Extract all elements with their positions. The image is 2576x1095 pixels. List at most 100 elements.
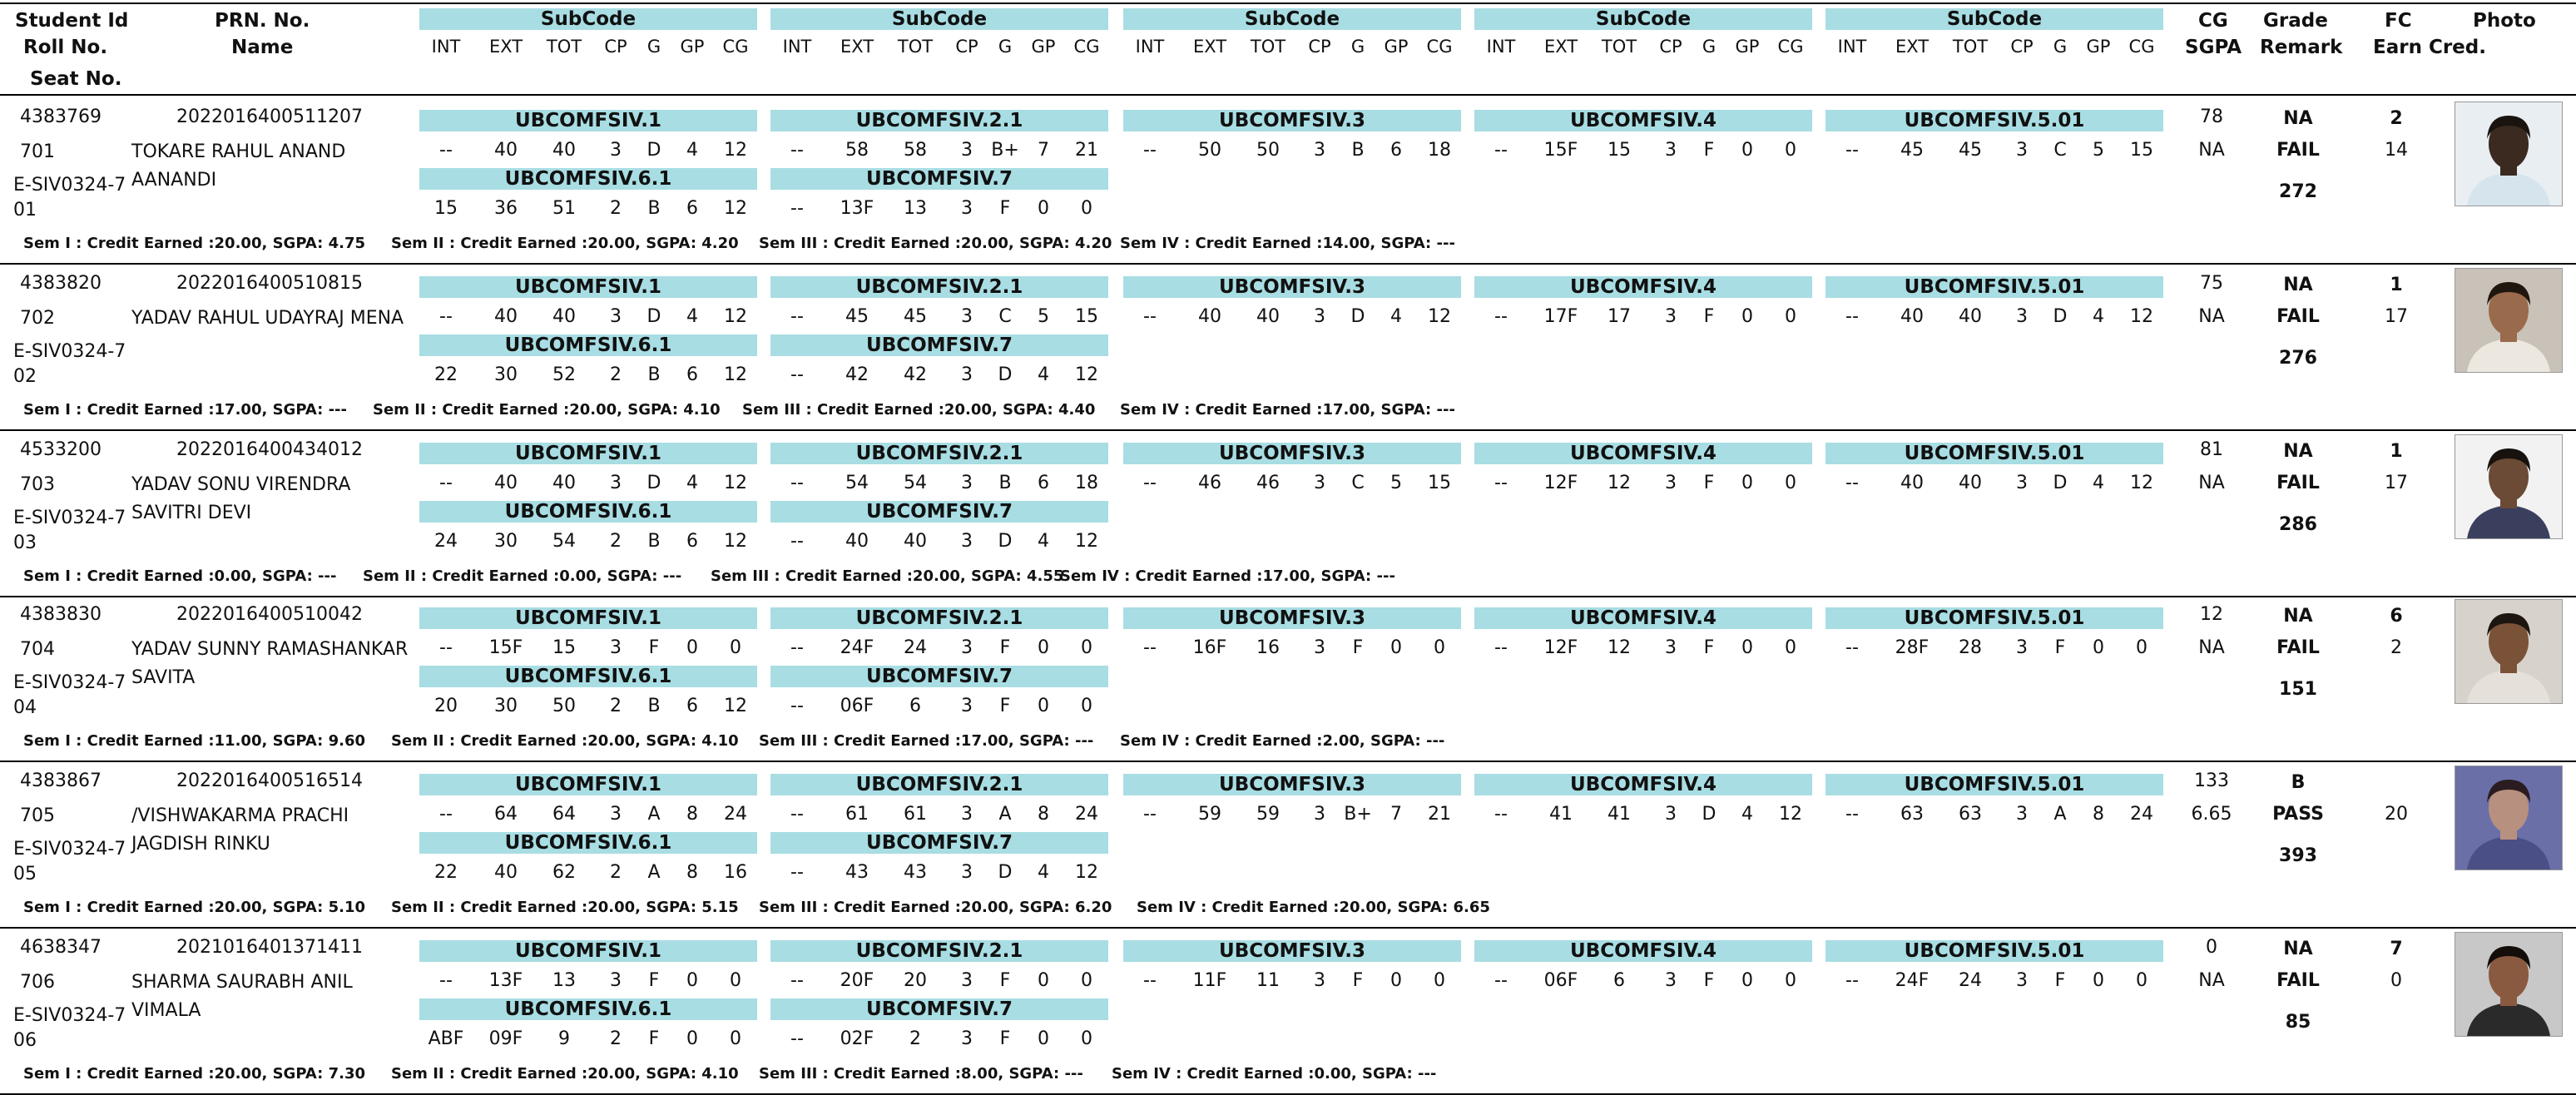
mark-cell: A: [647, 804, 661, 825]
mark-cell: 15: [1075, 306, 1098, 327]
mark-cell: 12F: [1543, 473, 1578, 493]
mark-cell: 4: [1038, 531, 1049, 552]
mark-cell: 0: [1434, 970, 1445, 991]
mark-cell: F: [1703, 140, 1715, 161]
mark-cell: 45: [1900, 140, 1924, 161]
mark-cell: 20: [434, 696, 458, 716]
hdr-col-gp: GP: [1735, 37, 1760, 57]
mark-cell: 4: [1741, 804, 1753, 825]
mark-cell: D: [1702, 804, 1717, 825]
mark-cell: F: [1703, 306, 1715, 327]
earn-cred-value: 14: [2385, 140, 2408, 161]
fc-value: 1: [2390, 275, 2403, 295]
mark-cell: --: [1143, 637, 1157, 658]
mark-cell: 21: [1075, 140, 1098, 161]
subject-code: UBCOMFSIV.3: [1123, 443, 1461, 464]
student-photo: [2455, 932, 2563, 1037]
subject-code: UBCOMFSIV.7: [770, 666, 1108, 687]
subject-code: UBCOMFSIV.7: [770, 334, 1108, 356]
person-photo-icon: [2455, 269, 2562, 372]
mark-cell: 58: [904, 140, 927, 161]
hdr-col-gp: GP: [1031, 37, 1056, 57]
mark-cell: 06F: [1543, 970, 1578, 991]
student-id: 4383820: [20, 273, 102, 294]
mark-cell: 2: [610, 1028, 622, 1049]
mark-cell: 0: [1081, 198, 1092, 219]
mark-cell: --: [790, 140, 804, 161]
mark-cell: 2: [610, 696, 622, 716]
hdr-col-ext: EXT: [1895, 37, 1930, 57]
mark-cell: F: [2054, 637, 2066, 658]
mark-cell: --: [790, 637, 804, 658]
mark-cell: 12: [724, 696, 747, 716]
mark-cell: 43: [904, 862, 927, 883]
subject-code: UBCOMFSIV.4: [1474, 940, 1812, 962]
semester-summary: Sem II : Credit Earned :20.00, SGPA: 4.1…: [391, 1065, 739, 1083]
total-marks: 151: [2279, 679, 2317, 700]
mark-cell: F: [1703, 637, 1715, 658]
mark-cell: 18: [1075, 473, 1098, 493]
subject-code: UBCOMFSIV.6.1: [419, 501, 757, 523]
mark-cell: 0: [2093, 637, 2104, 658]
mark-cell: 54: [904, 473, 927, 493]
mark-cell: 12: [724, 364, 747, 385]
mark-cell: 16F: [1192, 637, 1227, 658]
mark-cell: 6: [909, 696, 921, 716]
sgpa-value: NA: [2198, 140, 2225, 161]
subject-code: UBCOMFSIV.5.01: [1825, 276, 2163, 298]
semester-summary: Sem I : Credit Earned :20.00, SGPA: 7.30: [23, 1065, 365, 1083]
mark-cell: 0: [1785, 306, 1796, 327]
mark-cell: 40: [552, 306, 576, 327]
mark-cell: 0: [1785, 637, 1796, 658]
mark-cell: 51: [552, 198, 576, 219]
mark-cell: 4: [2093, 306, 2104, 327]
mark-cell: F: [648, 637, 660, 658]
mark-cell: 17: [1608, 306, 1631, 327]
semester-summary: Sem II : Credit Earned :20.00, SGPA: 4.1…: [391, 732, 739, 750]
semester-summary: Sem II : Credit Earned :20.00, SGPA: 5.1…: [391, 899, 739, 916]
mark-cell: 59: [1256, 804, 1280, 825]
mark-cell: D: [2053, 473, 2068, 493]
cg-value: 133: [2194, 770, 2229, 791]
mark-cell: --: [1494, 637, 1508, 658]
mark-cell: 4: [1390, 306, 1402, 327]
mark-cell: 3: [1314, 473, 1325, 493]
mark-cell: B+: [991, 140, 1019, 161]
subject-code: UBCOMFSIV.4: [1474, 443, 1812, 464]
mark-cell: 12: [724, 198, 747, 219]
mark-cell: 6: [1390, 140, 1402, 161]
hdr-earn-cred: Earn Cred.: [2373, 37, 2486, 58]
mark-cell: 45: [904, 306, 927, 327]
student-name: TOKARE RAHUL ANAND: [131, 141, 346, 162]
subject-code: UBCOMFSIV.5.01: [1825, 774, 2163, 795]
roll-no: 704: [20, 639, 55, 660]
mark-cell: C: [2053, 140, 2067, 161]
mark-cell: 40: [1959, 473, 1982, 493]
mark-cell: 40: [494, 473, 518, 493]
subject-code: UBCOMFSIV.4: [1474, 774, 1812, 795]
mark-cell: 3: [1314, 306, 1325, 327]
mark-cell: 0: [1038, 1028, 1049, 1049]
mark-cell: 3: [961, 862, 973, 883]
mark-cell: 50: [1198, 140, 1221, 161]
mark-cell: 0: [1741, 473, 1753, 493]
mark-cell: F: [1703, 473, 1715, 493]
remark-value: FAIL: [2276, 306, 2320, 327]
semester-summary: Sem II : Credit Earned :20.00, SGPA: 4.1…: [373, 401, 721, 419]
mark-cell: 2: [610, 364, 622, 385]
mark-cell: 3: [2016, 970, 2028, 991]
mark-cell: --: [790, 804, 804, 825]
mark-cell: 0: [730, 637, 741, 658]
semester-summary: Sem I : Credit Earned :20.00, SGPA: 4.75: [23, 235, 365, 252]
mark-cell: 8: [1038, 804, 1049, 825]
hdr-subcode: SubCode: [1123, 8, 1461, 30]
student-name: YADAV SUNNY RAMASHANKAR: [131, 639, 409, 660]
mark-cell: 42: [904, 364, 927, 385]
mark-cell: --: [439, 473, 453, 493]
mark-cell: 3: [961, 804, 973, 825]
student-photo: [2455, 766, 2563, 870]
mark-cell: 0: [1081, 696, 1092, 716]
subject-code: UBCOMFSIV.6.1: [419, 832, 757, 854]
mark-cell: 3: [2016, 637, 2028, 658]
roll-no: 703: [20, 474, 55, 495]
